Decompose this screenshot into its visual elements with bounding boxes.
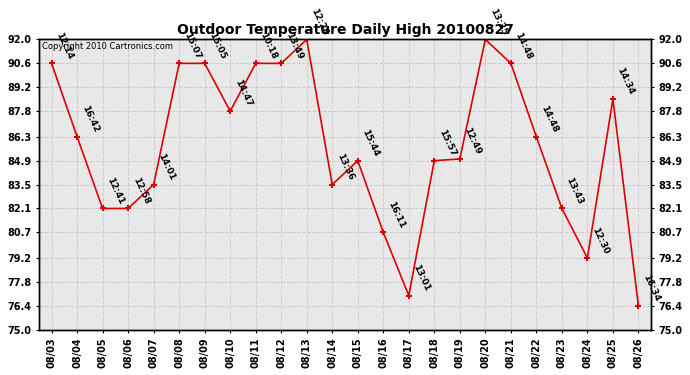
Text: 16:42: 16:42: [80, 104, 100, 134]
Text: 12:58: 12:58: [131, 176, 151, 206]
Text: Copyright 2010 Cartronics.com: Copyright 2010 Cartronics.com: [42, 42, 173, 51]
Text: 12:41: 12:41: [106, 176, 126, 206]
Text: 14:48: 14:48: [539, 104, 560, 134]
Text: 14:34: 14:34: [615, 66, 636, 96]
Text: 15:44: 15:44: [361, 128, 381, 158]
Text: 13:36: 13:36: [335, 152, 355, 182]
Text: 13:43: 13:43: [564, 176, 585, 206]
Text: 12:49: 12:49: [462, 126, 483, 156]
Text: 14:47: 14:47: [233, 78, 253, 108]
Text: 13:01: 13:01: [411, 263, 432, 293]
Title: Outdoor Temperature Daily High 20100827: Outdoor Temperature Daily High 20100827: [177, 23, 513, 37]
Text: 16:11: 16:11: [386, 200, 406, 230]
Text: 16:34: 16:34: [641, 273, 662, 303]
Text: 14:48: 14:48: [513, 31, 534, 61]
Text: 14:01: 14:01: [157, 152, 177, 182]
Text: 15:05: 15:05: [208, 31, 228, 61]
Text: 15:57: 15:57: [437, 128, 457, 158]
Text: 15:07: 15:07: [182, 31, 202, 61]
Text: 12:30: 12:30: [590, 225, 611, 255]
Text: 12:14: 12:14: [55, 31, 75, 61]
Text: 10:18: 10:18: [259, 31, 279, 61]
Text: 13:35: 13:35: [488, 7, 509, 37]
Text: 12:28: 12:28: [310, 7, 330, 37]
Text: 13:49: 13:49: [284, 31, 304, 61]
